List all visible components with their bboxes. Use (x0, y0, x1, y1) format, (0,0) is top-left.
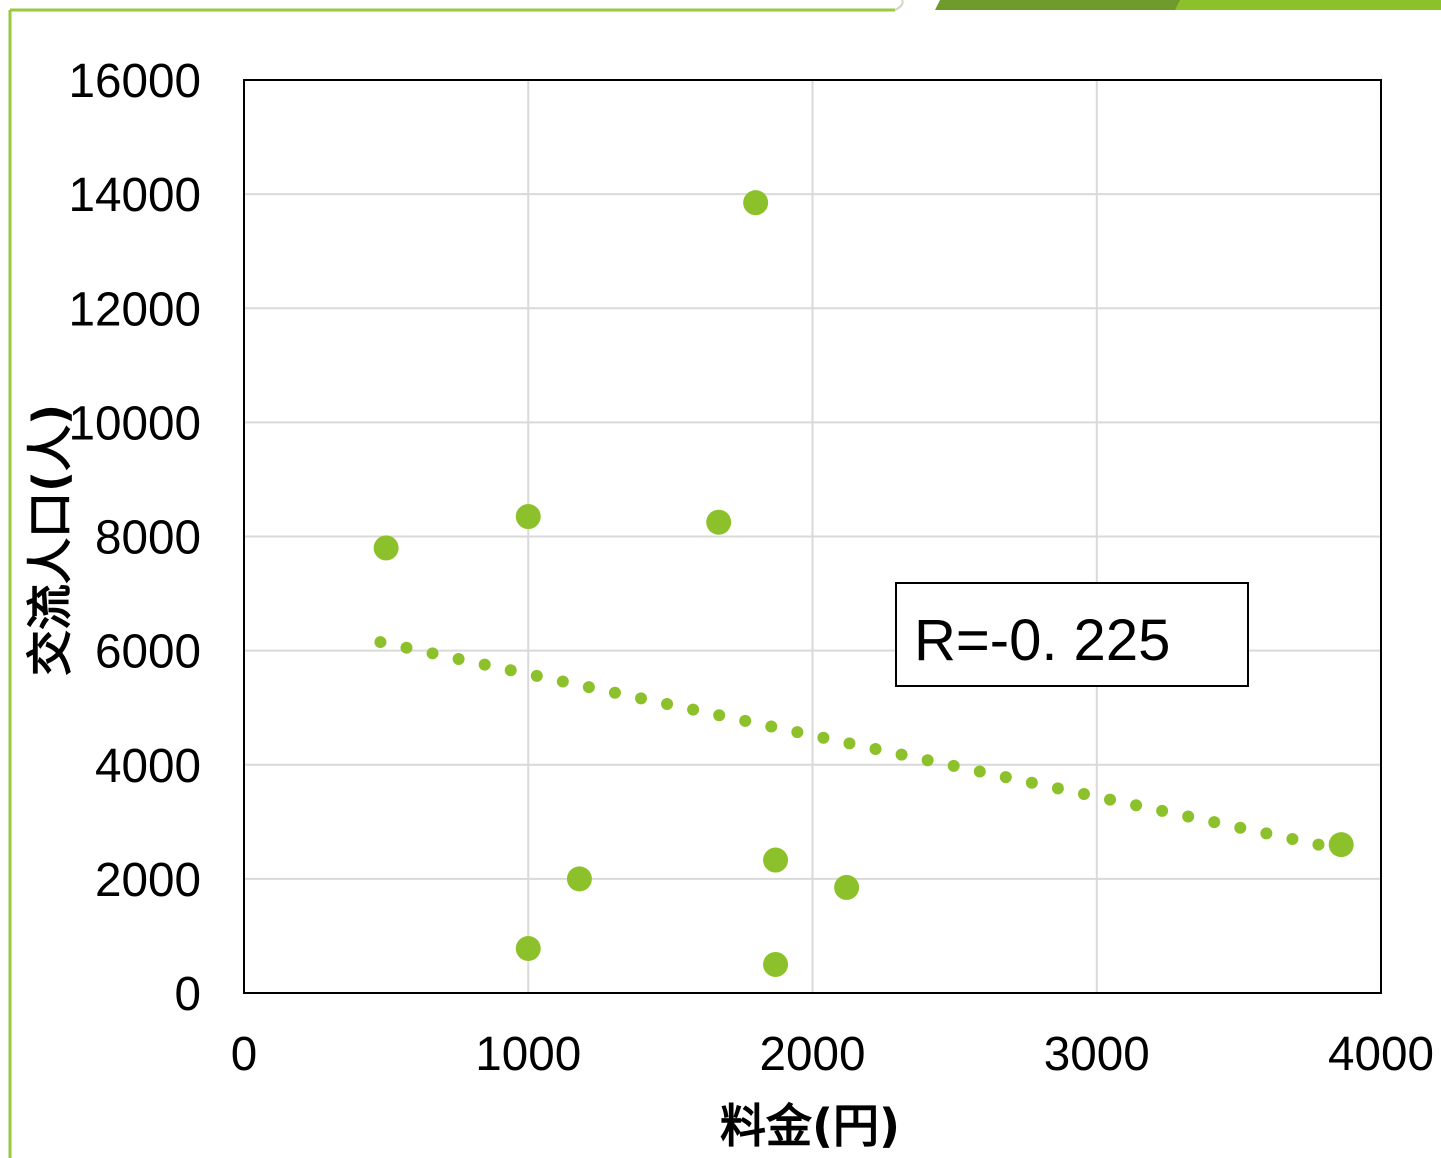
data-point (515, 504, 541, 530)
x-tick-label: 2000 (760, 1028, 866, 1081)
correlation-annotation: R=-0. 225 (895, 582, 1249, 687)
y-tick-label: 12000 (69, 283, 202, 336)
trendline-dot (947, 759, 960, 772)
x-tick-label: 3000 (1044, 1028, 1150, 1081)
trendline-dot (1077, 787, 1090, 800)
y-axis-tick-labels: 0 2000 4000 6000 8000 10000 12000 14000 16000 (69, 55, 202, 1021)
trendline-dot (426, 647, 439, 660)
data-point (373, 535, 399, 561)
data-point (1328, 832, 1354, 858)
trendline-dot (556, 675, 569, 688)
x-axis-tick-labels: 0 1000 2000 3000 4000 (231, 1028, 1434, 1081)
data-point (763, 951, 789, 977)
trendline-dot (582, 681, 595, 694)
trendline-dot (1286, 833, 1299, 846)
scatter-points (373, 190, 1354, 977)
trendline-dot (400, 641, 413, 654)
trendline-dot (1025, 776, 1038, 789)
trendline-dot (791, 726, 804, 739)
data-point (566, 866, 592, 892)
trendline-dot (999, 771, 1012, 784)
trendline-dot (869, 742, 882, 755)
trendline-dot (1104, 793, 1117, 806)
trendline-dot (817, 731, 830, 744)
corner-banner-light (1175, 0, 1441, 10)
trendline-dot (687, 703, 700, 716)
x-axis-title: 料金(円) (720, 1099, 900, 1153)
data-point (834, 874, 860, 900)
data-point (515, 935, 541, 961)
trendline-dot (739, 714, 752, 727)
annotation-box (895, 582, 1249, 687)
trendline-dot (504, 664, 517, 677)
trendline-dot (374, 636, 387, 649)
y-tick-label: 6000 (95, 626, 201, 679)
trendline-dot (530, 669, 543, 682)
y-tick-label: 2000 (95, 854, 201, 907)
trendline-dot (1312, 838, 1325, 851)
trendline-dot (1182, 810, 1195, 823)
y-tick-label: 0 (175, 968, 202, 1021)
data-point (763, 847, 789, 873)
trendline-dot (843, 737, 856, 750)
trendline-dot (1208, 816, 1221, 829)
slide-frame (8, 0, 1441, 1158)
x-tick-label: 4000 (1328, 1028, 1434, 1081)
y-tick-label: 16000 (69, 55, 202, 108)
trendline-dot (921, 754, 934, 767)
trendline-dot (1156, 804, 1169, 817)
trendline-dot (895, 748, 908, 761)
y-tick-label: 8000 (95, 512, 201, 565)
trendline (374, 636, 1325, 851)
y-tick-label: 14000 (69, 169, 202, 222)
trendline-dot (1130, 799, 1143, 812)
y-tick-label: 4000 (95, 740, 201, 793)
x-tick-label: 0 (231, 1028, 258, 1081)
frame-corner-curve (894, 0, 904, 11)
y-axis-title: 交流人口(人) (23, 404, 77, 676)
trendline-dot (1234, 821, 1247, 834)
annotation-text: R=-0. 225 (914, 608, 1170, 673)
trendline-dot (661, 697, 674, 710)
trendline-dot (478, 658, 491, 671)
trendline-dot (608, 686, 621, 699)
trendline-dot (713, 709, 726, 722)
trendline-dot (973, 765, 986, 778)
x-tick-label: 1000 (475, 1028, 581, 1081)
trendline-dot (1260, 827, 1273, 840)
trendline-dot (1051, 782, 1064, 795)
y-tick-label: 10000 (69, 397, 202, 450)
data-point (743, 190, 769, 216)
gridlines (244, 80, 1381, 993)
trendline-dot (765, 720, 778, 733)
data-point (706, 509, 732, 535)
plot-area-border (243, 79, 1382, 994)
trendline-dot (635, 692, 648, 705)
trendline-dot (452, 652, 465, 665)
